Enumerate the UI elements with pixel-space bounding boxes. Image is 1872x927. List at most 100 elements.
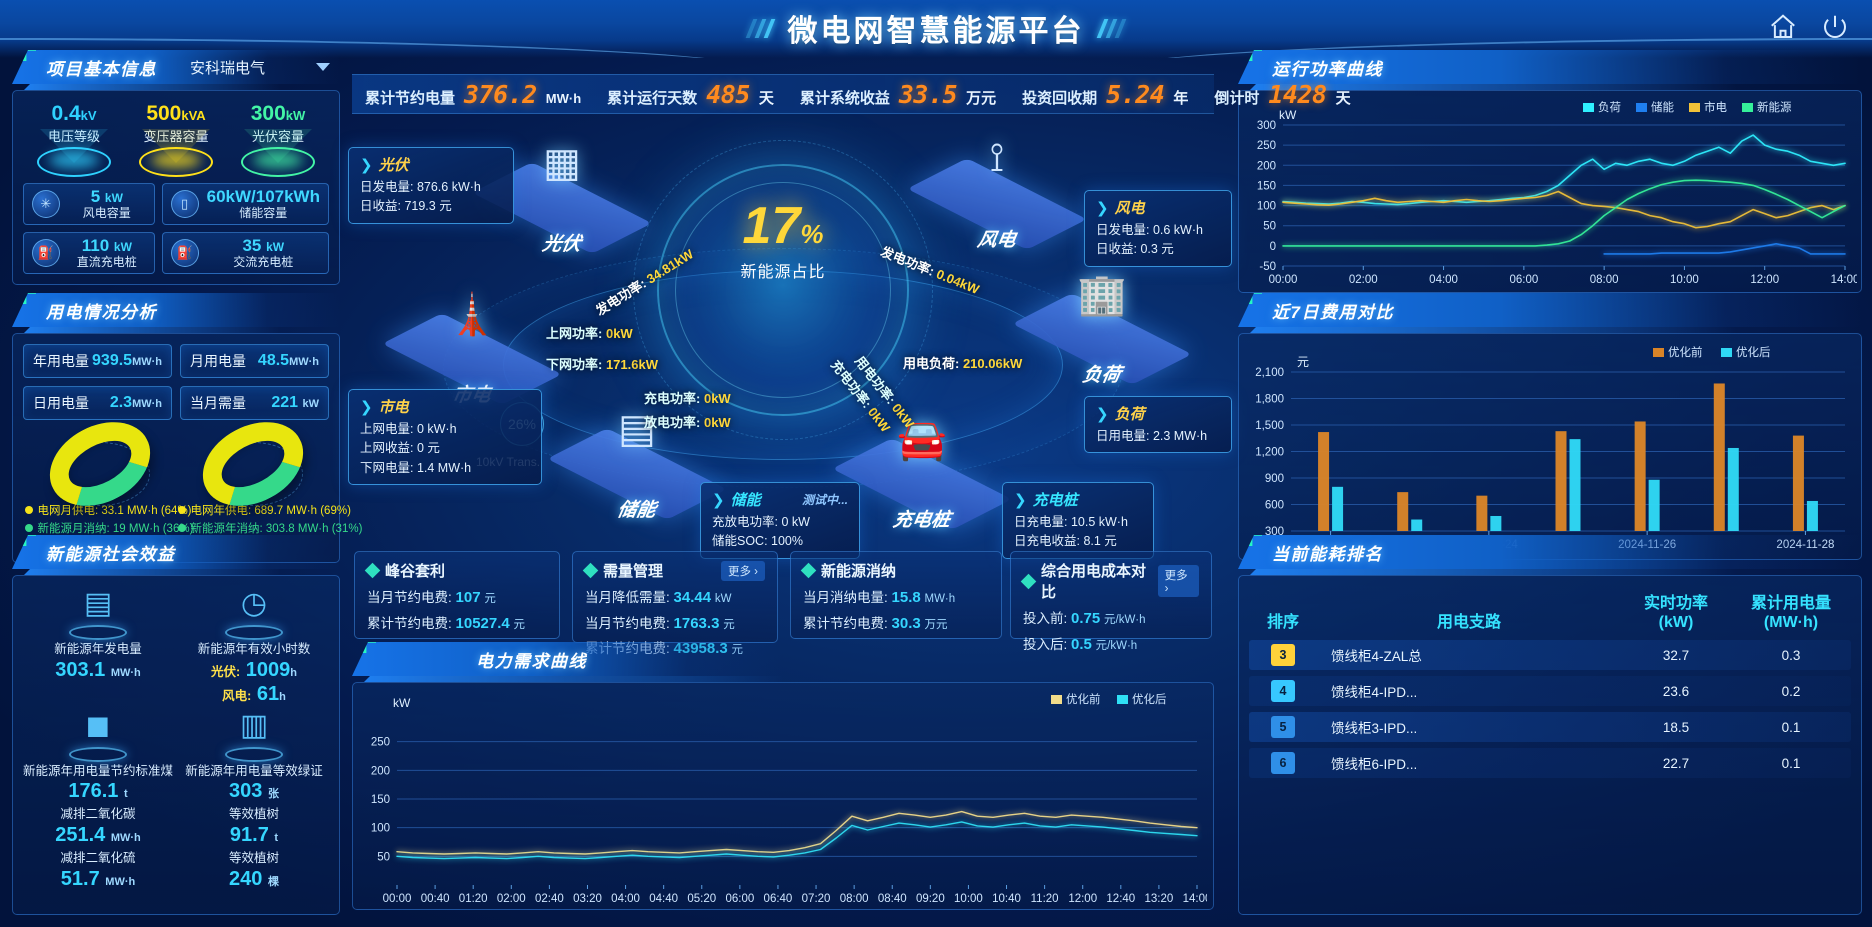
capacity-card-storage[interactable]: ▯ 60kW/107kWh 储能容量 <box>161 183 329 226</box>
node-storage[interactable]: ▤ 储能 <box>547 407 727 521</box>
more-button[interactable]: 更多 › <box>720 560 765 581</box>
svg-text:储能: 储能 <box>1651 100 1674 114</box>
stat-label: 累计系统收益 <box>799 89 890 107</box>
home-icon[interactable] <box>1768 12 1798 42</box>
capacity-card-ac-charger[interactable]: ⛽ 35 kW 交流充电桩 <box>161 232 329 275</box>
svg-text:300: 300 <box>1257 120 1276 132</box>
svg-text:优化前: 优化前 <box>1668 345 1703 359</box>
table-row[interactable]: 3 馈线柜4-ZAL总 32.7 0.3 <box>1249 640 1851 671</box>
realtime-power: 18.5 <box>1662 719 1690 735</box>
donut-yearly: 电网年供电: 689.7 MW·h (69%) 新能源年消纳: 303.8 MW… <box>177 405 362 536</box>
more-button[interactable]: 更多 › <box>1157 565 1199 597</box>
kv-key: 月用电量 <box>190 353 246 369</box>
capacity-card-name: 直流充电桩 <box>76 254 137 269</box>
popup-title-row: ❯ 风电 <box>1096 197 1220 218</box>
power-icon[interactable] <box>1820 12 1850 42</box>
svg-text:14:00: 14:00 <box>1183 893 1207 905</box>
svg-text:10:00: 10:00 <box>1670 274 1699 286</box>
legend-dot-icon <box>177 506 186 514</box>
stat-unit: 万元 <box>966 89 997 107</box>
svg-text:12:00: 12:00 <box>1068 893 1097 905</box>
legend-dot-icon <box>24 506 33 514</box>
node-grid[interactable]: 🗼 市电 <box>382 293 562 406</box>
svg-text:0: 0 <box>1270 241 1276 253</box>
solar-panel-icon: ▤ <box>69 587 127 640</box>
table-row[interactable]: 4 馈线柜4-IPD... 23.6 0.2 <box>1249 676 1851 707</box>
benefit-name: 新能源年用电量等效绿证 <box>185 763 323 778</box>
popup-line: 日发电量: 876.6 kW·h <box>360 180 481 194</box>
capacity-card-dc-charger[interactable]: ⛽ 110 kW 直流充电桩 <box>23 232 155 275</box>
benefit-value-wind: 风电: 61h <box>222 682 286 705</box>
panel-header: 当前能耗排名 <box>1238 535 1862 569</box>
benefit-item-tree2: 等效植树 240 棵 <box>179 851 329 891</box>
stat-unit: 天 <box>1335 89 1351 107</box>
node-load[interactable]: 🏢 负荷 <box>1012 273 1192 386</box>
usage-kv-demand: 当月需量 221 kW <box>180 386 329 420</box>
donut-base-ring <box>49 442 150 506</box>
capacity-card-value: 60kW/107kWh <box>206 187 320 207</box>
node-wind[interactable]: ⟟ 风电 <box>907 136 1087 251</box>
capacity-cell-pv: 300kW 光伏容量 <box>228 102 328 178</box>
metric-card-head: 新能源消纳 <box>800 560 989 581</box>
svg-text:08:00: 08:00 <box>840 893 869 905</box>
node-ev-charger[interactable]: 🚘 充电桩 <box>832 418 1012 531</box>
legend-label: 新能源年消纳: 303.8 MW·h (31%) <box>190 523 363 535</box>
company-name: 安科瑞电气 <box>190 59 266 77</box>
donut-row: 电网月供电: 33.1 MW·h (64%) 新能源月消纳: 19 MW·h (… <box>23 405 362 536</box>
col-power: 实时功率 (kW) <box>1643 595 1708 632</box>
cert-icon: ▥ <box>225 709 283 762</box>
solar-icon: ▦ <box>543 141 581 185</box>
charger-icon: ⛽ <box>170 239 199 268</box>
total-energy: 0.1 <box>1781 755 1801 771</box>
donut-legend-item: 电网月供电: 33.1 MW·h (64%) <box>24 502 192 518</box>
usage-kv-year: 年用电量 939.5MW·h <box>23 344 172 378</box>
metric-line: 当月降低需量: 34.44 kW <box>585 589 732 606</box>
panel-header: 电力需求曲线 <box>352 642 782 676</box>
svg-text:00:00: 00:00 <box>383 893 412 905</box>
panel-title: 近7日费用对比 <box>1272 302 1394 322</box>
node-pv[interactable]: ▦ 光伏 <box>472 141 652 255</box>
metric-line: 投入后: 0.5 元/kW·h <box>1023 635 1138 653</box>
stat-value: 376.2 <box>464 79 537 109</box>
benefit-value: 51.7 MW·h <box>60 867 136 890</box>
benefit-value: 251.4 MW·h <box>55 823 141 846</box>
col-branch: 用电支路 <box>1436 614 1501 632</box>
kv-value: 939.5MW·h <box>92 352 162 369</box>
popup-ev: ❯ 充电桩 日充电量: 10.5 kW·h 日充电收益: 8.1 元 <box>1002 482 1154 559</box>
capacity-card-text: 60kW/107kWh 储能容量 <box>206 187 320 220</box>
panel-header: 新能源社会效益 <box>12 535 340 569</box>
storage-icon: ▤ <box>618 407 656 451</box>
svg-text:14:00: 14:00 <box>1831 274 1857 286</box>
wind-icon: ⟟ <box>989 136 1005 180</box>
diamond-icon <box>364 562 381 579</box>
panel-header-underline <box>364 676 784 682</box>
svg-text:00:40: 00:40 <box>421 893 450 905</box>
benefit-name: 等效植树 <box>228 807 279 822</box>
benefit-name: 新能源年有效小时数 <box>197 642 311 656</box>
rank-badge: 4 <box>1271 680 1295 703</box>
company-select[interactable]: 安科瑞电气 <box>180 50 340 84</box>
kv-value: 221 kW <box>271 394 319 411</box>
rank-badge-cell: 5 <box>1249 716 1317 739</box>
stat-unit: 年 <box>1173 89 1189 107</box>
svg-text:05:20: 05:20 <box>687 893 716 905</box>
popup-title: 负荷 <box>1114 406 1145 423</box>
capacity-number: 500 <box>146 102 182 125</box>
table-row[interactable]: 6 馈线柜6-IPD... 22.7 0.1 <box>1249 748 1851 779</box>
panel-cost-compare: 近7日费用对比 元3006009001,2001,5001,8002,10020… <box>1238 293 1862 560</box>
table-row[interactable]: 5 馈线柜3-IPD... 18.5 0.1 <box>1249 712 1851 743</box>
title-left-slashes <box>745 18 776 38</box>
topology-stage: 17% 新能源占比 ▦ 光伏 ⟟ 风电 🗼 市电 🏢 负荷 ▤ 储能 <box>348 120 1218 550</box>
svg-text:优化后: 优化后 <box>1736 345 1771 359</box>
benefit-item-effective-hours: ◷ 新能源年有效小时数 光伏: 1009h 风电: 61h <box>179 587 329 706</box>
capacity-card-wind[interactable]: ✳ 5 kW 风电容量 <box>23 183 155 226</box>
capacity-unit: kVA <box>181 108 206 123</box>
branch-name: 馈线柜6-IPD... <box>1331 757 1418 773</box>
header-icons <box>1768 12 1850 42</box>
svg-text:07:20: 07:20 <box>802 893 831 905</box>
svg-text:10:00: 10:00 <box>954 893 983 905</box>
renewable-percentage: 17% 新能源占比 <box>348 196 1218 282</box>
col-rank: 排序 <box>1266 614 1299 632</box>
panel-usage-analysis: 用电情况分析 年用电量 939.5MW·h 月用电量 48.5MW·h 日用电量… <box>12 293 362 563</box>
col-energy: 累计用电量 (MW·h) <box>1750 595 1831 632</box>
